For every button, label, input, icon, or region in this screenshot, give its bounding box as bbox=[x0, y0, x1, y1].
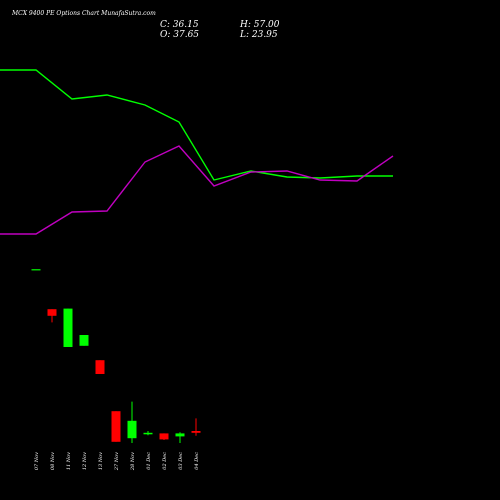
x-tick-label: 07 Nov bbox=[34, 452, 40, 470]
candle-body bbox=[127, 420, 137, 439]
x-tick-label: 13 Nov bbox=[98, 452, 104, 470]
candle-body bbox=[175, 433, 185, 437]
x-tick-label: 04 Dec bbox=[194, 452, 200, 470]
x-tick-label: 02 Dec bbox=[162, 452, 168, 470]
indicator-line-2 bbox=[0, 145, 394, 235]
x-axis-labels: 07 Nov 08 Nov 11 Nov 12 Nov 13 Nov 27 Nov 28 N… bbox=[34, 452, 200, 471]
chart-title: MCX 9400 PE Options Chart MunafaSutra.co… bbox=[11, 10, 156, 17]
candles bbox=[31, 269, 201, 443]
open-value: O: 37.65 bbox=[160, 30, 199, 40]
x-tick-label: 28 Nov bbox=[130, 452, 136, 471]
x-tick-label: 27 Nov bbox=[114, 452, 120, 471]
indicator-line-1 bbox=[0, 69, 393, 181]
candle-body bbox=[191, 431, 201, 433]
high-value: H: 57.00 bbox=[239, 20, 280, 30]
candle-body bbox=[111, 411, 121, 442]
x-tick-label: 08 Nov bbox=[50, 452, 56, 470]
candle-body bbox=[63, 308, 73, 347]
x-tick-label: 12 Nov bbox=[82, 452, 88, 470]
candle-body bbox=[31, 269, 41, 271]
candle-body bbox=[95, 360, 105, 374]
indicator-lines bbox=[0, 69, 394, 235]
candle-body bbox=[159, 433, 169, 440]
candle-body bbox=[47, 309, 57, 316]
candle-body bbox=[79, 335, 89, 346]
close-value: C: 36.15 bbox=[160, 20, 199, 30]
low-value: L: 23.95 bbox=[239, 30, 278, 40]
x-tick-label: 03 Dec bbox=[178, 452, 184, 470]
x-tick-label: 01 Dec bbox=[146, 452, 152, 470]
candle-body bbox=[143, 432, 153, 435]
x-tick-label: 11 Nov bbox=[66, 452, 72, 470]
